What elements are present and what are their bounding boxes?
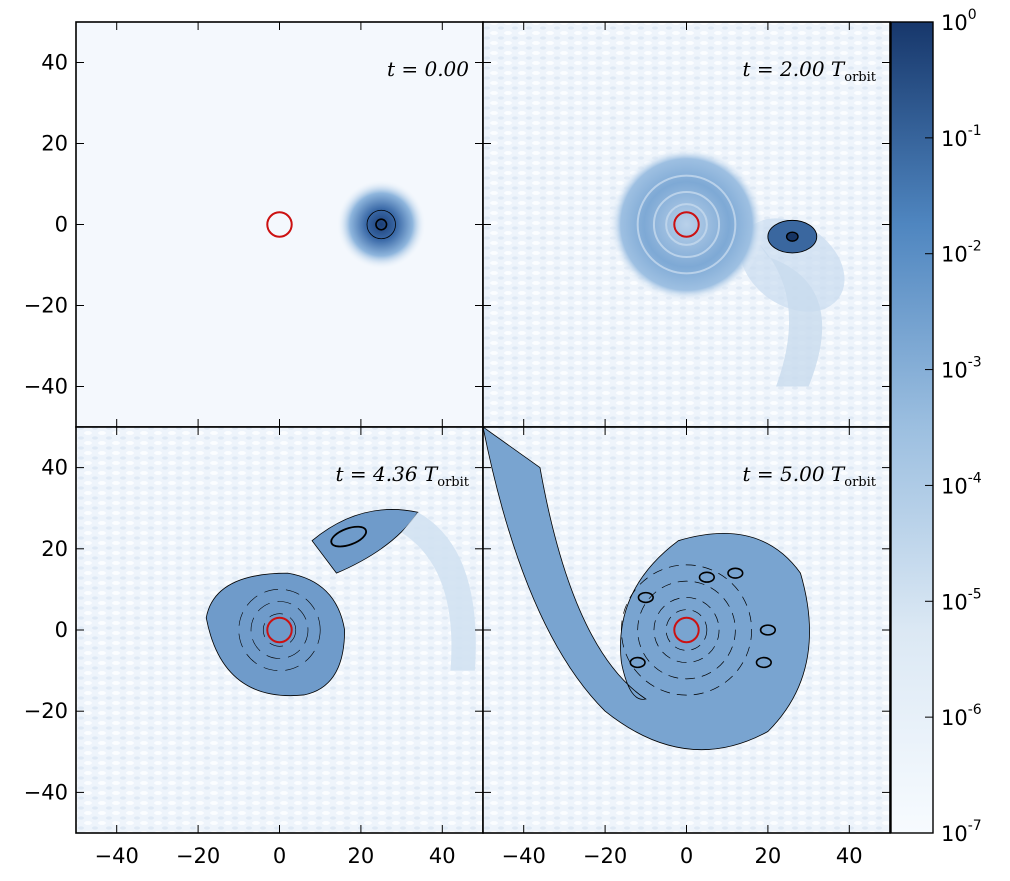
colorbar-tick-label: 10-4 bbox=[941, 470, 982, 498]
central-marker-circle bbox=[266, 616, 293, 644]
central-marker-circle bbox=[673, 211, 700, 238]
x-tick-label: 20 bbox=[755, 844, 782, 868]
y-tick-label: 20 bbox=[41, 132, 68, 156]
contour-ring-1 bbox=[238, 588, 321, 671]
contour-inner bbox=[375, 218, 388, 231]
colorbar-tick-label: 10-6 bbox=[941, 702, 982, 730]
contour-outer bbox=[366, 209, 396, 240]
contour-outer bbox=[767, 219, 818, 254]
y-tick-label: 40 bbox=[41, 456, 68, 480]
colorbar-tick-label: 10-1 bbox=[941, 123, 982, 151]
y-tick-label: −20 bbox=[24, 699, 68, 723]
spiral-tail bbox=[401, 512, 476, 671]
panel-2 bbox=[483, 22, 890, 427]
clump-contour-4 bbox=[755, 656, 772, 669]
x-tick-label: 0 bbox=[680, 844, 693, 868]
colorbar-tick-label: 10-3 bbox=[941, 355, 982, 383]
panel-3 bbox=[76, 427, 483, 833]
density-blob bbox=[336, 179, 427, 270]
y-tick-label: 40 bbox=[41, 51, 68, 75]
panel-label: t = 5.00 Torbit bbox=[743, 462, 877, 490]
contour-ring-3 bbox=[262, 613, 297, 647]
disk-ring-3 bbox=[665, 203, 708, 246]
spiral-disk bbox=[205, 572, 346, 697]
contour-inner bbox=[330, 525, 368, 548]
disk-ring-2 bbox=[652, 190, 721, 259]
colorbar-tick-label: 10-5 bbox=[941, 586, 982, 614]
contour-ring-1 bbox=[621, 564, 752, 696]
panel-label: t = 2.00 Torbit bbox=[743, 57, 877, 85]
contour-ring-2 bbox=[637, 580, 736, 680]
central-marker-circle bbox=[266, 211, 293, 238]
y-tick-label: 0 bbox=[55, 213, 68, 237]
contour-ring-2 bbox=[250, 601, 309, 659]
colorbar-tick-label: 10-7 bbox=[941, 818, 982, 846]
clump-contour-1 bbox=[698, 571, 715, 583]
colorbar bbox=[890, 21, 934, 834]
clump-contour-5 bbox=[629, 656, 646, 669]
y-tick-label: 0 bbox=[55, 618, 68, 642]
x-tick-label: −40 bbox=[95, 844, 139, 868]
spiral-arm bbox=[483, 427, 810, 751]
accretion-disk bbox=[609, 147, 764, 302]
y-tick-label: −40 bbox=[24, 375, 68, 399]
clump-contour-6 bbox=[727, 567, 744, 579]
x-tick-label: −40 bbox=[502, 844, 546, 868]
panel-label: t = 4.36 Torbit bbox=[336, 462, 470, 490]
central-marker-circle bbox=[673, 616, 700, 644]
disk-ring-1 bbox=[636, 174, 737, 275]
x-tick-label: −20 bbox=[583, 844, 627, 868]
tidal-tail bbox=[740, 218, 845, 312]
x-tick-label: −20 bbox=[176, 844, 220, 868]
panel-1 bbox=[76, 22, 483, 427]
x-tick-label: 20 bbox=[348, 844, 375, 868]
x-tick-label: 40 bbox=[836, 844, 863, 868]
contour-inner bbox=[785, 231, 799, 242]
contour-ring-4 bbox=[665, 609, 708, 651]
y-tick-label: −20 bbox=[24, 294, 68, 318]
x-tick-label: 0 bbox=[273, 844, 286, 868]
colorbar-tick-label: 100 bbox=[941, 7, 977, 35]
colorbar-tick-label: 10-2 bbox=[941, 239, 982, 267]
panel-label: t = 0.00 bbox=[387, 57, 469, 81]
x-tick-label: 40 bbox=[429, 844, 456, 868]
clump-contour-2 bbox=[637, 591, 654, 604]
spiral-tail bbox=[759, 244, 823, 387]
y-tick-label: −40 bbox=[24, 780, 68, 804]
y-tick-label: 20 bbox=[41, 537, 68, 561]
clump-contour-3 bbox=[759, 624, 777, 636]
panel-4 bbox=[483, 427, 890, 833]
contour-ring-3 bbox=[653, 597, 720, 663]
